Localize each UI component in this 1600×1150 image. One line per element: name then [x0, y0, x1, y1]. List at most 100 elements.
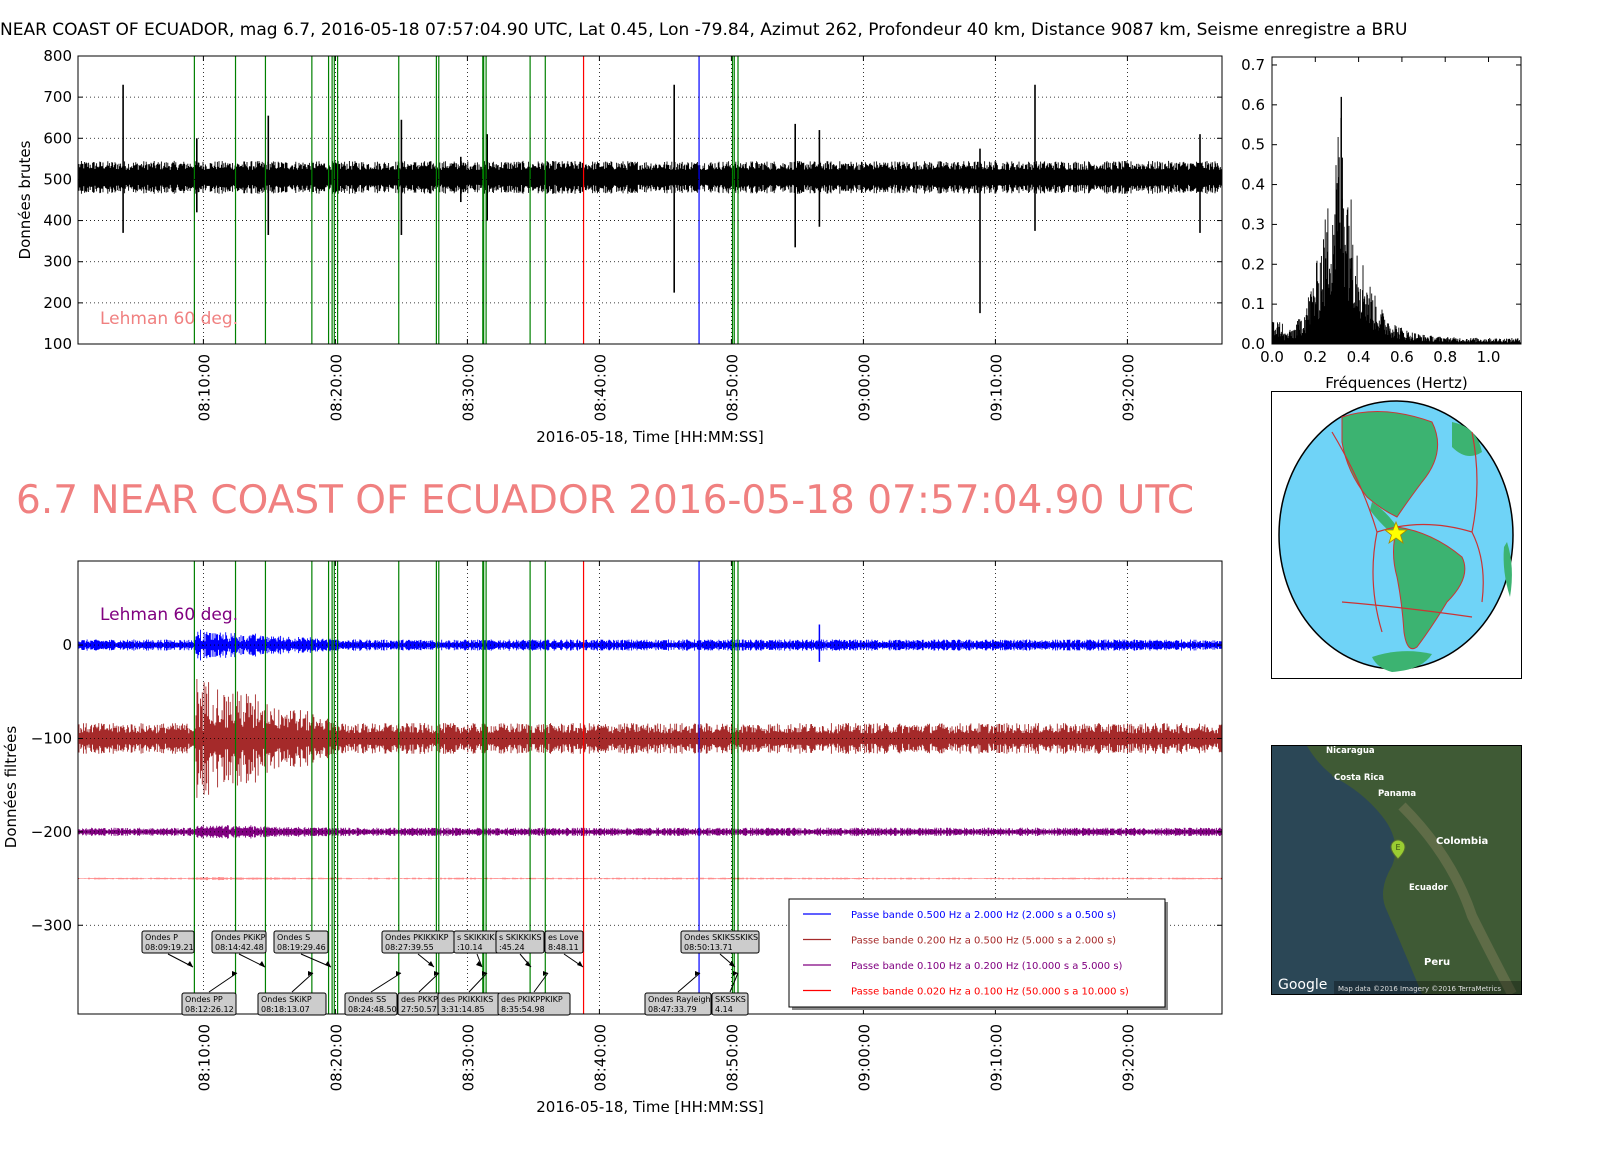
x-tick-label: 09:20:00	[1119, 1024, 1137, 1091]
y-tick-label: 500	[43, 170, 72, 188]
phase-label-time: 08:09:19.21	[145, 943, 194, 952]
phase-arrow	[300, 953, 332, 968]
phase-arrowhead	[577, 961, 583, 967]
x-tick-label: 08:40:00	[591, 354, 609, 421]
phase-label-box	[211, 930, 267, 954]
plot-annotation: Lehman 60 deg.	[100, 605, 238, 625]
phase-label-name: Ondes PKIKKIKP	[385, 933, 449, 942]
legend-label: Passe bande 0.500 Hz a 2.000 Hz (2.000 s…	[851, 910, 1116, 921]
legend-label: Passe bande 0.020 Hz a 0.100 Hz (50.000 …	[851, 987, 1129, 998]
filtered-trace-3	[78, 824, 1222, 839]
globe-map	[1271, 391, 1522, 679]
phase-arrowhead	[543, 971, 548, 976]
y-tick-label: 0.4	[1241, 176, 1265, 194]
phase-arrow	[533, 972, 549, 993]
map-credits: Map data ©2016 Imagery ©2016 TerraMetric…	[1338, 985, 1501, 993]
plot-frame	[77, 560, 1223, 1015]
phase-arrowhead	[695, 971, 700, 976]
antarctica-landmass	[1372, 651, 1432, 672]
phase-label-time: 08:18:13.07	[261, 1005, 310, 1014]
phase-label-time: 08:14:42.48	[215, 943, 264, 952]
phase-arrow	[519, 953, 532, 968]
x-axis-label: 2016-05-18, Time [HH:MM:SS]	[536, 428, 763, 446]
x-tick-label: 09:20:00	[1119, 354, 1137, 421]
legend-box	[788, 898, 1166, 1008]
x-tick-label: 0.0	[1260, 348, 1284, 366]
phase-arrowhead	[482, 971, 487, 976]
phase-label-name: SKSSKS	[715, 995, 746, 1004]
filtered-trace-1	[78, 629, 1222, 661]
map-label: Ecuador	[1409, 883, 1449, 893]
plate-boundary-lines	[1331, 431, 1484, 633]
phase-label-box	[257, 992, 327, 1016]
x-tick-label: 08:20:00	[327, 1024, 345, 1091]
legend-label: Passe bande 0.100 Hz a 0.200 Hz (10.000 …	[851, 961, 1123, 972]
x-tick-label: 09:00:00	[855, 354, 873, 421]
local-map-svg: Nicaragua Costa Rica Panama Colombia Ecu…	[1272, 746, 1521, 994]
phase-label: s SKIKKIKP:10.14	[453, 930, 501, 968]
x-tick-label: 08:10:00	[195, 1024, 213, 1091]
x-axis-label: Fréquences (Hertz)	[1325, 374, 1468, 392]
y-tick-label: 300	[43, 253, 72, 271]
phase-arrow	[417, 953, 435, 968]
phase-label-time: 8:48.11	[548, 943, 579, 952]
phase-arrow	[370, 972, 402, 993]
y-tick-label: 200	[43, 294, 72, 312]
phase-label-box	[680, 930, 760, 954]
filtered-trace-4	[78, 877, 1222, 881]
y-tick-label: 700	[43, 88, 72, 106]
x-tick-label: 08:30:00	[459, 354, 477, 421]
andes-ridge	[1398, 802, 1517, 994]
phase-label-box	[644, 992, 712, 1016]
x-tick-label: 08:50:00	[723, 1024, 741, 1091]
phase-arrowhead	[396, 971, 401, 976]
phase-label-name: s SKIKKIKP	[457, 933, 499, 942]
phase-label: Ondes P08:09:19.21	[141, 930, 195, 968]
x-tick-label: 08:10:00	[195, 354, 213, 421]
map-label: Colombia	[1436, 836, 1488, 847]
y-tick-label: 0.6	[1241, 96, 1265, 114]
google-logo: Google	[1278, 977, 1327, 993]
spectrum-trace	[1272, 117, 1522, 344]
africa-edge-landmass	[1503, 542, 1512, 597]
phase-label-name: Ondes S	[277, 933, 310, 942]
y-tick-label: 100	[43, 335, 72, 353]
x-axis-label: 2016-05-18, Time [HH:MM:SS]	[536, 1098, 763, 1116]
y-tick-label: 600	[43, 129, 72, 147]
event-header: NEAR COAST OF ECUADOR, mag 6.7, 2016-05-…	[0, 20, 1408, 40]
legend-label: Passe bande 0.200 Hz a 0.500 Hz (5.000 s…	[851, 936, 1116, 947]
phase-arrow	[729, 972, 739, 993]
y-axis-label: Données brutes	[16, 140, 34, 259]
phase-arrowhead	[729, 961, 735, 967]
phase-arrowhead	[259, 961, 265, 967]
raw-trace	[78, 160, 1222, 194]
phase-label-box	[141, 930, 195, 954]
x-tick-label: 0.2	[1303, 348, 1327, 366]
phase-arrow	[291, 972, 314, 993]
phase-label-name: Ondes PP	[185, 995, 223, 1004]
phase-label-name: es Love	[548, 933, 579, 942]
map-label: Peru	[1424, 957, 1450, 968]
x-tick-label: 1.0	[1477, 348, 1501, 366]
phase-label-box	[544, 930, 584, 954]
phase-arrow	[238, 953, 266, 968]
phase-label-box	[495, 930, 545, 954]
x-tick-label: 09:10:00	[987, 354, 1005, 421]
legend-shadow	[792, 902, 1168, 1010]
phase-label-time: 4.14	[715, 1005, 733, 1014]
map-pin-label: E	[1395, 843, 1400, 852]
phase-label-box	[381, 930, 455, 954]
phase-arrow	[468, 972, 488, 993]
phase-arrowhead	[525, 961, 531, 967]
y-axis-label: Données filtrées	[2, 726, 20, 849]
x-tick-label: 09:00:00	[855, 1024, 873, 1091]
phase-label: Ondes S08:19:29.46	[273, 930, 332, 968]
south-america-landmass	[1393, 526, 1466, 650]
phase-arrow	[476, 953, 483, 968]
x-tick-label: 0.4	[1347, 348, 1371, 366]
y-tick-label: −100	[31, 729, 72, 747]
